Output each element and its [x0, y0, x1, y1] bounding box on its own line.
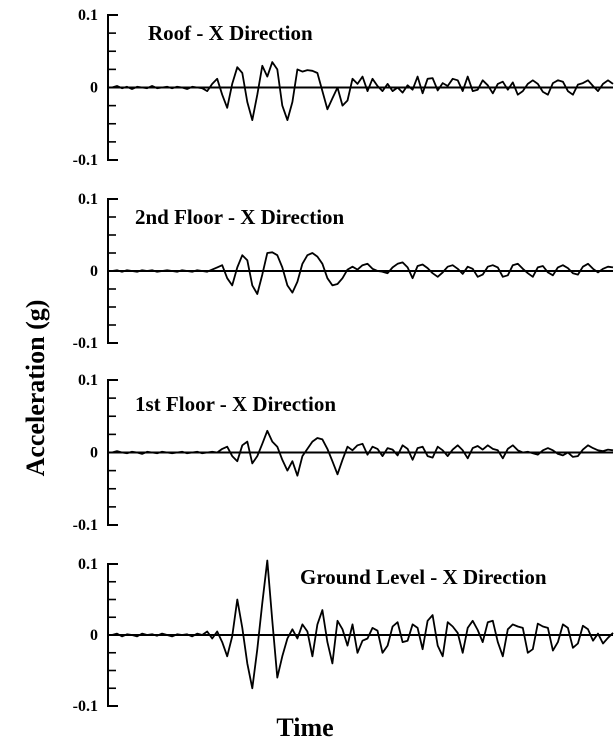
acceleration-series-line: [111, 429, 614, 477]
y-tick-label: 0.1: [78, 372, 98, 389]
x-axis-title: Time: [276, 713, 333, 742]
panel-title: Ground Level - X Direction: [300, 565, 547, 589]
panel-title: 2nd Floor - X Direction: [135, 205, 345, 229]
y-tick-label: 0: [90, 80, 98, 97]
acceleration-series-line: [111, 61, 614, 121]
chart-panel-1: 0.1 0 -0.1 Roof - X Direction: [73, 7, 614, 169]
panel-title: 1st Floor - X Direction: [135, 392, 336, 416]
y-tick-label: 0.1: [78, 556, 98, 573]
chart-panels: 0.1 0 -0.1 Roof - X Direction 0.1 0 -0.1 2nd Fl…: [73, 7, 614, 715]
y-tick-label: 0: [90, 627, 98, 644]
chart-panel-4: 0.1 0 -0.1 Ground Level - X Direction: [73, 556, 614, 715]
y-tick-label: 0: [90, 445, 98, 462]
acceleration-series-line: [111, 559, 614, 690]
y-tick-label: 0: [90, 263, 98, 280]
y-tick-label: 0.1: [78, 191, 98, 208]
y-axis-title: Acceleration (g): [21, 300, 50, 477]
y-tick-label: -0.1: [73, 335, 98, 352]
acceleration-series-line: [111, 251, 614, 295]
chart-panel-2: 0.1 0 -0.1 2nd Floor - X Direction: [73, 191, 614, 352]
chart-panel-3: 0.1 0 -0.1 1st Floor - X Direction: [73, 372, 614, 534]
panel-title: Roof - X Direction: [148, 21, 313, 45]
y-tick-label: -0.1: [73, 517, 98, 534]
y-tick-label: -0.1: [73, 152, 98, 169]
y-tick-label: 0.1: [78, 7, 98, 24]
y-tick-label: -0.1: [73, 698, 98, 715]
